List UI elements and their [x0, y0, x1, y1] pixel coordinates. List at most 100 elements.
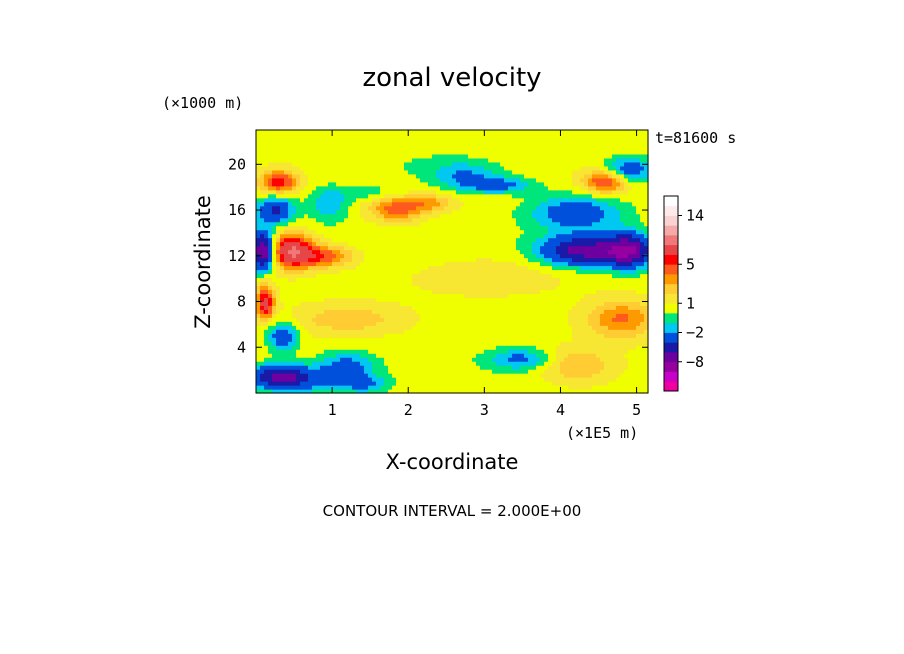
- heatmap-cell: [368, 325, 373, 330]
- heatmap-cell: [308, 333, 313, 338]
- heatmap-cell: [492, 305, 497, 310]
- heatmap-cell: [320, 341, 325, 346]
- heatmap-cell: [460, 365, 465, 370]
- heatmap-cell: [596, 341, 601, 346]
- heatmap-cell: [444, 285, 449, 290]
- heatmap-cell: [316, 245, 321, 251]
- heatmap-cell: [476, 361, 481, 366]
- heatmap-cell: [412, 301, 417, 306]
- heatmap-cell: [500, 217, 505, 223]
- heatmap-cell: [324, 309, 329, 314]
- heatmap-cell: [588, 317, 593, 322]
- heatmap-cell: [284, 333, 289, 338]
- heatmap-cell: [552, 385, 557, 390]
- heatmap-cell: [332, 233, 337, 239]
- heatmap-cell: [300, 285, 305, 290]
- heatmap-cell: [400, 237, 405, 243]
- heatmap-cell: [592, 385, 597, 390]
- heatmap-cell: [484, 353, 489, 358]
- heatmap-cell: [468, 361, 473, 366]
- heatmap-cell: [412, 317, 417, 322]
- heatmap-cell: [420, 305, 425, 310]
- heatmap-cell: [392, 253, 397, 259]
- heatmap-cell: [496, 249, 501, 255]
- heatmap-cell: [424, 389, 429, 394]
- heatmap-cell: [412, 313, 417, 318]
- heatmap-cell: [612, 201, 617, 207]
- heatmap-cell: [628, 321, 633, 326]
- heatmap-cell: [632, 265, 637, 271]
- heatmap-cell: [536, 257, 541, 263]
- heatmap-cell: [588, 201, 593, 207]
- heatmap-cell: [332, 277, 337, 283]
- heatmap-cell: [456, 313, 461, 318]
- heatmap-cell: [292, 237, 297, 243]
- heatmap-cell: [308, 305, 313, 310]
- heatmap-cell: [472, 233, 477, 239]
- heatmap-cell: [316, 389, 321, 394]
- heatmap-cell: [388, 305, 393, 310]
- heatmap-cell: [576, 225, 581, 231]
- heatmap-cell: [496, 333, 501, 338]
- heatmap-cell: [544, 261, 549, 267]
- heatmap-cell: [636, 365, 641, 370]
- heatmap-cell: [352, 213, 357, 219]
- heatmap-cell: [628, 377, 633, 382]
- heatmap-cell: [524, 269, 529, 275]
- heatmap-cell: [352, 205, 357, 211]
- heatmap-cell: [448, 333, 453, 338]
- heatmap-cell: [476, 189, 481, 195]
- heatmap-cell: [344, 265, 349, 271]
- heatmap-cell: [272, 237, 277, 243]
- heatmap-cell: [536, 293, 541, 298]
- heatmap-cell: [312, 233, 317, 239]
- heatmap-cell: [288, 325, 293, 330]
- heatmap-cell: [480, 349, 485, 354]
- heatmap-cell: [512, 285, 517, 290]
- heatmap-cell: [616, 289, 621, 294]
- heatmap-cell: [364, 197, 369, 203]
- heatmap-cell: [596, 377, 601, 382]
- heatmap-cell: [336, 229, 341, 235]
- heatmap-cell: [276, 313, 281, 318]
- heatmap-cell: [440, 381, 445, 386]
- heatmap-cell: [416, 201, 421, 207]
- heatmap-cell: [560, 233, 565, 239]
- heatmap-cell: [388, 273, 393, 279]
- heatmap-cell: [428, 361, 433, 366]
- heatmap-cell: [632, 285, 637, 290]
- heatmap-cell: [308, 361, 313, 366]
- heatmap-cell: [392, 365, 397, 370]
- heatmap-cell: [580, 265, 585, 271]
- heatmap-cell: [548, 337, 553, 342]
- heatmap-cell: [592, 241, 597, 247]
- heatmap-cell: [476, 273, 481, 279]
- heatmap-cell: [376, 237, 381, 243]
- heatmap-cell: [320, 313, 325, 318]
- heatmap-cell: [304, 233, 309, 239]
- heatmap-cell: [580, 261, 585, 267]
- heatmap-cell: [284, 317, 289, 322]
- heatmap-cell: [452, 381, 457, 386]
- heatmap-cell: [608, 261, 613, 267]
- heatmap-cell: [568, 273, 573, 279]
- heatmap-cell: [360, 249, 365, 255]
- heatmap-cell: [584, 341, 589, 346]
- heatmap-cell: [536, 269, 541, 275]
- heatmap-cell: [356, 285, 361, 290]
- heatmap-cell: [292, 221, 297, 227]
- heatmap-cell: [364, 257, 369, 263]
- heatmap-cell: [340, 245, 345, 251]
- heatmap-cell: [616, 225, 621, 231]
- heatmap-cell: [376, 261, 381, 267]
- heatmap-cell: [516, 353, 521, 358]
- heatmap-cell: [408, 345, 413, 350]
- heatmap-cell: [432, 373, 437, 378]
- heatmap-cell: [308, 201, 313, 207]
- heatmap-cell: [440, 349, 445, 354]
- heatmap-cell: [428, 281, 433, 286]
- heatmap-cell: [484, 333, 489, 338]
- heatmap-cell: [532, 273, 537, 279]
- heatmap-cell: [352, 333, 357, 338]
- heatmap-cell: [336, 249, 341, 255]
